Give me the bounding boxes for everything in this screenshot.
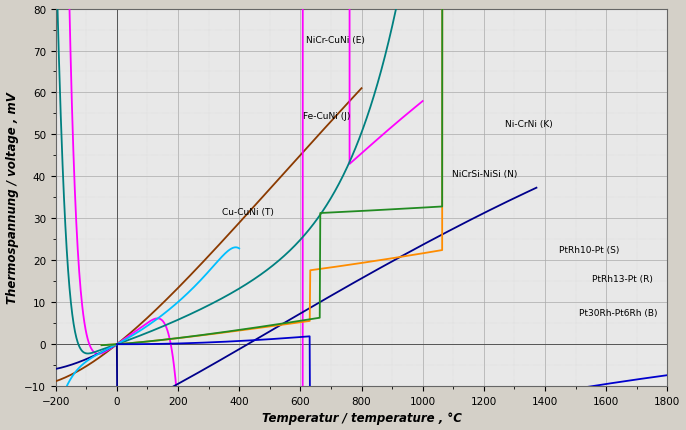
Text: PtRh10-Pt (S): PtRh10-Pt (S) (559, 246, 619, 254)
Text: NiCrSi-NiSi (N): NiCrSi-NiSi (N) (451, 170, 517, 179)
Text: Cu-CuNi (T): Cu-CuNi (T) (222, 208, 274, 217)
Text: PtRh13-Pt (R): PtRh13-Pt (R) (593, 275, 653, 284)
Text: Ni-CrNi (K): Ni-CrNi (K) (506, 120, 553, 129)
X-axis label: Temperatur / temperature , °C: Temperatur / temperature , °C (261, 412, 462, 424)
Y-axis label: Thermospannung / voltage , mV: Thermospannung / voltage , mV (5, 92, 19, 304)
Text: Pt30Rh-Pt6Rh (B): Pt30Rh-Pt6Rh (B) (578, 308, 657, 317)
Text: Fe-CuNi (J): Fe-CuNi (J) (303, 111, 351, 120)
Text: NiCr-CuNi (E): NiCr-CuNi (E) (307, 36, 366, 45)
